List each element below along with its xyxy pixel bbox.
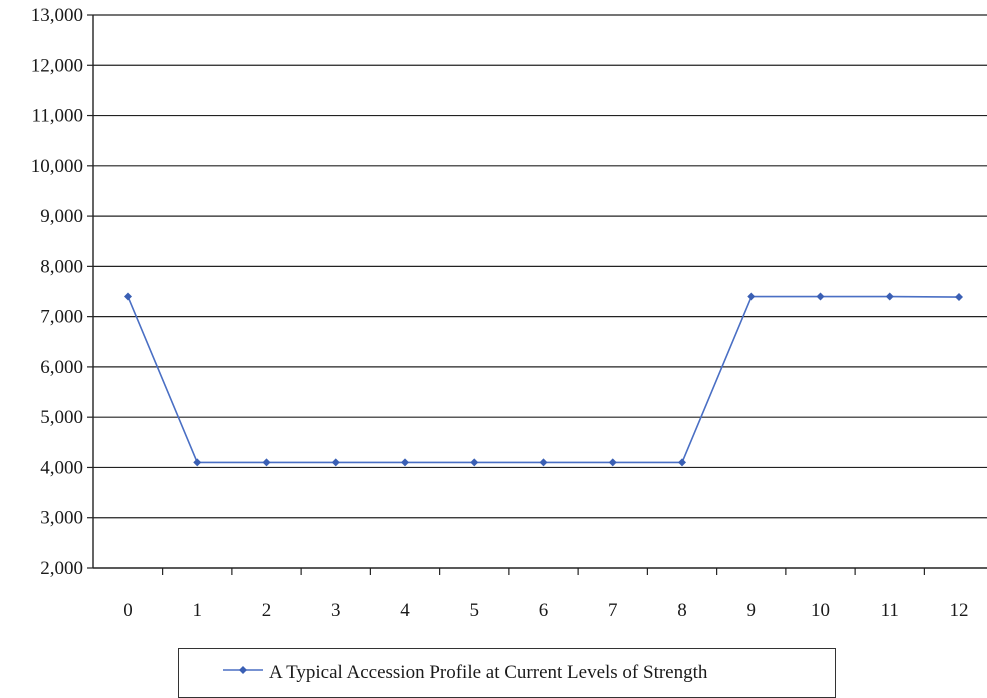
data-point xyxy=(747,292,756,301)
axes xyxy=(87,14,987,575)
data-point xyxy=(955,293,963,302)
x-tick-label: 6 xyxy=(539,600,549,621)
y-tick-label: 9,000 xyxy=(40,206,83,227)
data-point xyxy=(885,292,894,301)
data-point xyxy=(470,458,479,467)
y-tick-label: 7,000 xyxy=(40,307,83,328)
x-tick-label: 9 xyxy=(747,600,757,621)
x-tick-label: 10 xyxy=(811,600,830,621)
y-tick-label: 5,000 xyxy=(40,407,83,428)
legend-label: A Typical Accession Profile at Current L… xyxy=(269,662,708,683)
series-line xyxy=(127,295,960,464)
legend: A Typical Accession Profile at Current L… xyxy=(178,648,836,698)
y-tick-label: 10,000 xyxy=(31,156,83,177)
x-tick-label: 12 xyxy=(950,600,969,621)
x-tick-label: 5 xyxy=(470,600,480,621)
data-point xyxy=(331,458,340,467)
y-tick-label: 4,000 xyxy=(40,457,83,478)
data-point xyxy=(193,458,202,467)
y-tick-label: 3,000 xyxy=(40,508,83,529)
gridlines xyxy=(93,14,987,519)
x-tick-label: 3 xyxy=(331,600,341,621)
data-point xyxy=(678,458,686,467)
data-point xyxy=(401,458,409,467)
y-axis-tick-labels: 2,000 3,000 4,000 5,000 6,000 7,000 8,000 9,000… xyxy=(31,5,83,579)
data-point xyxy=(608,458,617,467)
x-tick-label: 0 xyxy=(123,600,133,621)
x-tick-label: 11 xyxy=(881,600,899,621)
y-tick-label: 8,000 xyxy=(40,256,83,277)
y-tick-label: 11,000 xyxy=(31,106,83,127)
data-point xyxy=(124,292,132,301)
y-tick-label: 13,000 xyxy=(31,5,83,26)
y-tick-label: 6,000 xyxy=(40,357,83,378)
x-tick-label: 1 xyxy=(193,600,203,621)
y-tick-label: 12,000 xyxy=(31,55,83,76)
data-point xyxy=(262,458,271,467)
x-axis-tick-labels: 0 1 2 3 4 5 6 7 8 9 10 11 12 xyxy=(123,600,968,621)
y-tick-label: 2,000 xyxy=(40,558,83,579)
x-tick-label: 2 xyxy=(262,600,272,621)
x-tick-label: 8 xyxy=(677,600,687,621)
legend-line-marker-icon xyxy=(223,666,263,674)
data-point xyxy=(539,458,548,467)
data-series xyxy=(124,292,963,467)
x-tick-label: 7 xyxy=(608,600,618,621)
x-tick-label: 4 xyxy=(400,600,410,621)
data-point xyxy=(816,292,825,301)
